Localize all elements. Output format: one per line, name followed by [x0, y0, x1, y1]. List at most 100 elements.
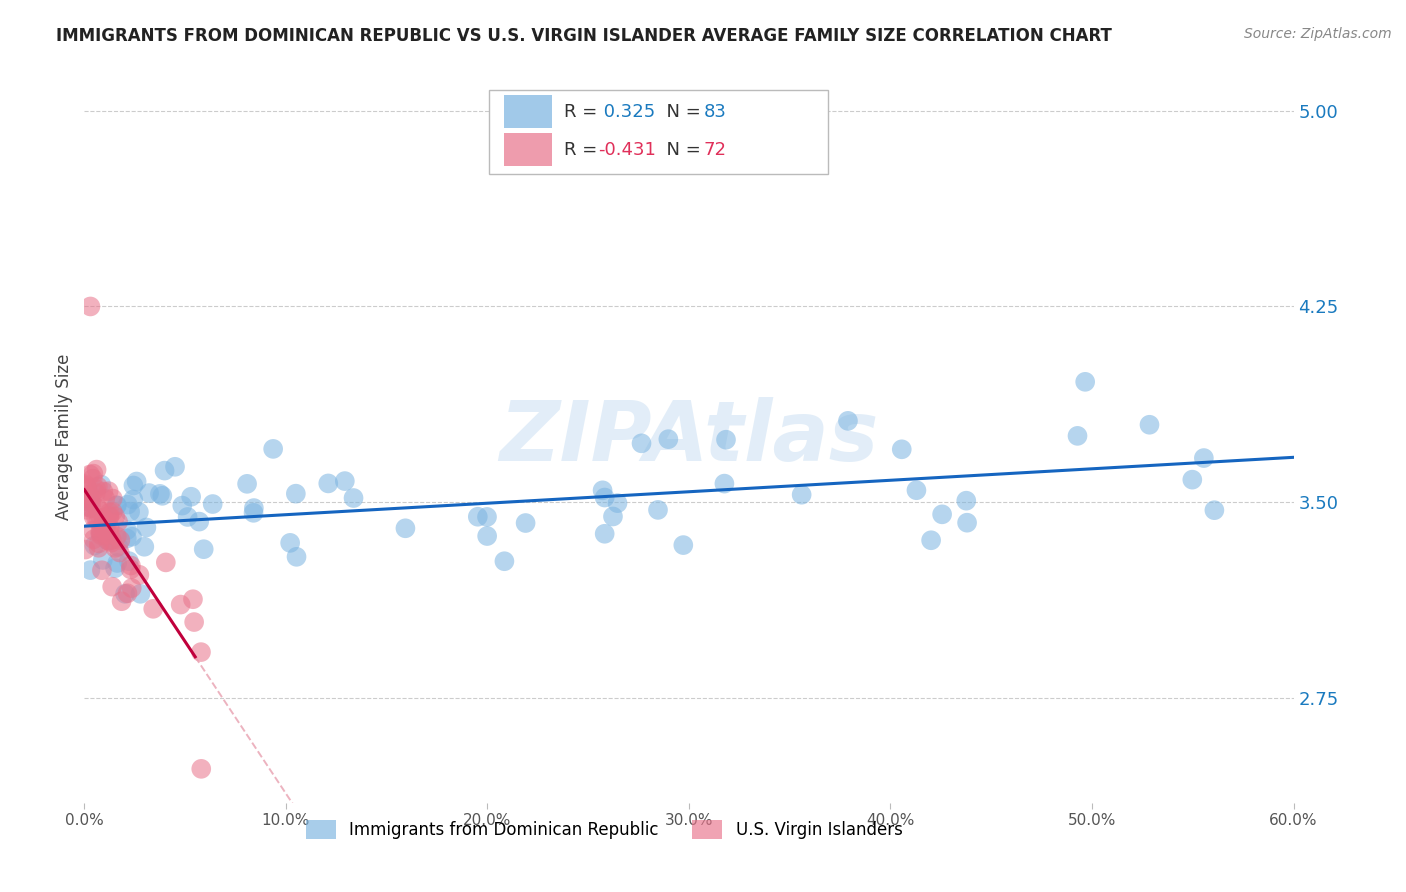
Point	[467, 509, 489, 524]
Point	[101, 505, 124, 519]
Point	[84, 511, 107, 525]
Point	[262, 442, 284, 456]
Point	[82, 524, 104, 538]
Point	[129, 587, 152, 601]
Point	[108, 545, 131, 559]
Point	[1192, 451, 1215, 466]
Point	[97, 533, 120, 548]
Point	[100, 533, 122, 547]
Point	[83, 539, 105, 553]
Point	[75, 477, 97, 491]
Point	[105, 529, 128, 543]
Point	[96, 533, 118, 548]
Point	[1181, 473, 1204, 487]
Point	[76, 481, 98, 495]
Point	[82, 472, 104, 486]
Point	[128, 505, 150, 519]
Point	[837, 414, 859, 428]
Point	[91, 563, 114, 577]
FancyBboxPatch shape	[503, 95, 553, 128]
Point	[98, 505, 121, 519]
Point	[121, 581, 143, 595]
Point	[79, 300, 101, 314]
Point	[101, 491, 124, 506]
Point	[96, 528, 118, 542]
Point	[105, 499, 128, 513]
FancyBboxPatch shape	[503, 133, 553, 166]
Point	[87, 479, 110, 493]
Point	[93, 484, 115, 499]
Point	[79, 500, 101, 515]
Point	[107, 540, 129, 554]
Point	[83, 533, 105, 547]
Point	[98, 508, 121, 523]
Point	[790, 488, 813, 502]
Point	[172, 499, 194, 513]
Point	[83, 510, 105, 524]
Text: N =: N =	[655, 103, 707, 120]
Point	[155, 555, 177, 569]
Text: R =: R =	[564, 141, 603, 159]
Point	[284, 486, 307, 500]
Text: IMMIGRANTS FROM DOMINICAN REPUBLIC VS U.S. VIRGIN ISLANDER AVERAGE FAMILY SIZE C: IMMIGRANTS FROM DOMINICAN REPUBLIC VS U.…	[56, 27, 1112, 45]
Point	[105, 556, 128, 570]
Point	[714, 433, 737, 447]
Point	[114, 587, 136, 601]
Point	[79, 563, 101, 577]
Point	[97, 484, 120, 499]
Point	[931, 508, 953, 522]
Point	[117, 498, 139, 512]
Point	[80, 501, 103, 516]
Point	[120, 558, 142, 573]
Point	[104, 541, 127, 555]
Point	[98, 528, 121, 542]
Point	[128, 567, 150, 582]
Point	[93, 510, 115, 524]
Point	[142, 602, 165, 616]
Point	[475, 509, 498, 524]
Text: 83: 83	[703, 103, 727, 120]
Point	[201, 497, 224, 511]
Point	[96, 518, 118, 533]
Point	[243, 501, 266, 516]
Point	[647, 503, 669, 517]
Point	[77, 487, 100, 501]
Point	[98, 509, 121, 524]
Text: Source: ZipAtlas.com: Source: ZipAtlas.com	[1244, 27, 1392, 41]
Point	[120, 505, 142, 519]
Point	[494, 554, 516, 568]
Point	[190, 762, 212, 776]
Point	[94, 523, 117, 537]
Point	[89, 527, 111, 541]
Point	[278, 536, 301, 550]
Text: 0.325: 0.325	[599, 103, 655, 120]
Point	[86, 462, 108, 476]
Point	[101, 580, 124, 594]
Point	[1074, 375, 1097, 389]
Point	[475, 529, 498, 543]
Point	[120, 562, 142, 576]
Point	[122, 492, 145, 507]
Legend: Immigrants from Dominican Republic, U.S. Virgin Islanders: Immigrants from Dominican Republic, U.S.…	[299, 814, 910, 846]
Point	[79, 493, 101, 508]
Point	[84, 482, 107, 496]
Point	[87, 536, 110, 550]
Point	[333, 474, 356, 488]
Point	[118, 554, 141, 568]
Point	[153, 464, 176, 478]
Point	[1139, 417, 1161, 432]
Point	[630, 436, 652, 450]
Point	[75, 494, 97, 508]
Text: ZIPAtlas: ZIPAtlas	[499, 397, 879, 477]
Point	[75, 500, 97, 514]
Point	[98, 521, 121, 535]
Point	[89, 503, 111, 517]
Point	[93, 519, 115, 533]
FancyBboxPatch shape	[489, 90, 828, 174]
Point	[188, 515, 211, 529]
Point	[242, 506, 264, 520]
Point	[75, 542, 97, 557]
Point	[920, 533, 942, 548]
Point	[180, 490, 202, 504]
Point	[150, 489, 173, 503]
